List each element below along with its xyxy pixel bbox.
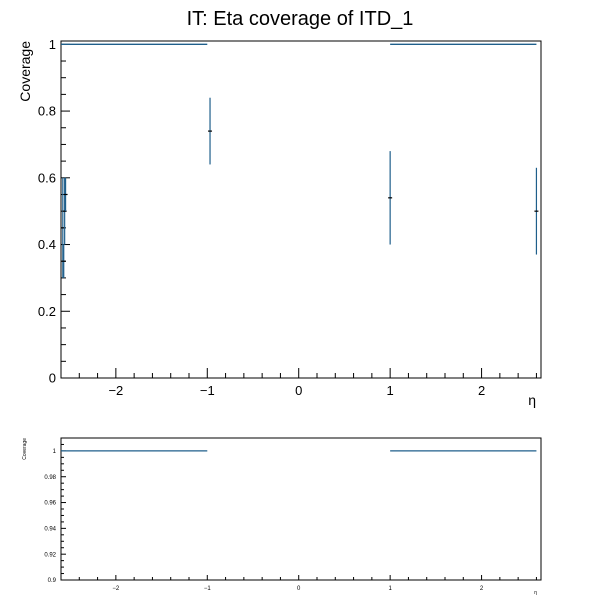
y-tick-label: 0.92 (44, 552, 56, 558)
y-tick-label: 0.94 (44, 526, 56, 532)
x-tick-label: 2 (480, 586, 484, 592)
x-axis-label: η (528, 392, 536, 408)
y-tick-label: 0.9 (48, 578, 57, 584)
y-tick-label: 1 (53, 449, 57, 455)
plot-frame (60, 40, 542, 379)
x-tick-label: 1 (388, 586, 392, 592)
y-tick-label: 0.4 (38, 237, 56, 252)
x-tick-label: −1 (204, 586, 212, 592)
x-tick-label: −2 (112, 586, 120, 592)
plot-frame (60, 437, 542, 581)
x-tick-label: −2 (108, 383, 123, 398)
zoomed-coverage-panel: −2 −1 0 1 2 0.9 0.92 0.94 0.96 0.98 1 η Coverage (22, 437, 542, 596)
y-tick-label: 0.2 (38, 304, 56, 319)
x-axis-label: η (534, 590, 537, 596)
x-tick-label: 0 (297, 586, 301, 592)
y-tick-label: 0.96 (44, 501, 56, 507)
y-tick-label: 0.6 (38, 170, 56, 185)
y-tick-label: 1 (49, 37, 56, 52)
chart-title: IT: Eta coverage of ITD_1 (187, 8, 414, 30)
x-tick-label: 0 (295, 383, 302, 398)
y-tick-label: 0.98 (44, 475, 56, 481)
y-tick-label: 0.8 (38, 104, 56, 119)
y-tick-label: 0 (49, 371, 56, 386)
x-tick-label: 2 (478, 383, 485, 398)
y-axis-label: Coverage (22, 438, 28, 460)
y-axis-label: Coverage (17, 41, 33, 102)
x-tick-label: 1 (387, 383, 394, 398)
main-coverage-panel: −2 −1 0 1 2 0 0.2 0.4 0.6 0.8 1 η Coverage (17, 37, 542, 408)
x-tick-label: −1 (200, 383, 215, 398)
